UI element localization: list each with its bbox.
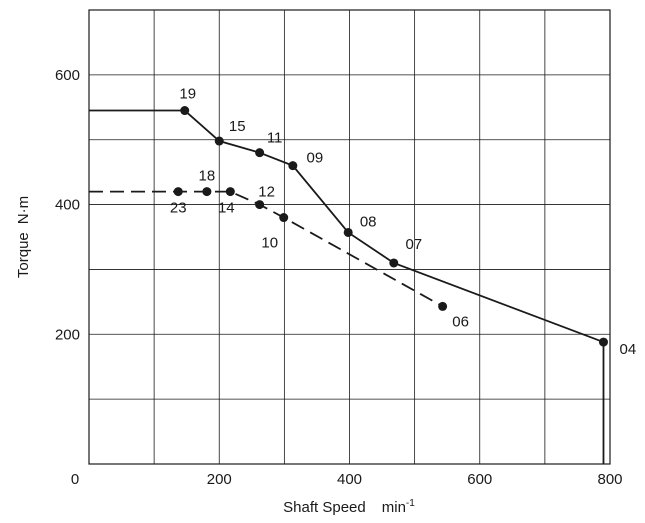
point-label: 09	[306, 150, 323, 167]
x-axis-label: Shaft Speed min-1	[283, 498, 415, 516]
y-tick-label: 200	[55, 326, 80, 343]
y-axis-label: TorqueN·m	[15, 196, 32, 278]
data-point	[202, 187, 212, 197]
x-tick-label: 200	[207, 471, 232, 488]
point-label: 15	[229, 118, 246, 135]
data-point	[288, 161, 298, 171]
data-point	[214, 136, 224, 146]
data-point	[180, 106, 190, 116]
point-label: 23	[170, 200, 187, 217]
point-label: 04	[619, 341, 636, 358]
point-label: 12	[258, 184, 275, 201]
point-label: 08	[360, 213, 377, 230]
x-tick-label: 400	[337, 471, 362, 488]
data-point	[255, 200, 265, 210]
point-label: 14	[218, 200, 235, 217]
x-tick-label: 800	[597, 471, 622, 488]
data-point	[173, 187, 183, 197]
point-label: 11	[267, 130, 283, 147]
data-point	[255, 148, 265, 158]
grid	[89, 10, 610, 464]
point-label: 10	[261, 235, 278, 252]
solid-series-line	[89, 109, 605, 464]
series-layer	[89, 106, 608, 464]
plot-frame	[88, 9, 611, 465]
data-point	[225, 187, 235, 197]
point-label: 07	[405, 236, 422, 253]
point-label: 06	[452, 313, 469, 330]
x-tick-label: 600	[467, 471, 492, 488]
point-label: 19	[179, 86, 196, 103]
data-point	[598, 337, 608, 347]
data-point	[279, 213, 289, 223]
x-tick-label: 0	[71, 471, 79, 488]
point-label: 18	[199, 168, 216, 185]
tick-labels: 0 200 400 600 800 200 400 600	[55, 67, 623, 488]
y-tick-label: 600	[55, 67, 80, 84]
data-point	[343, 227, 353, 237]
data-point	[438, 301, 448, 311]
data-point	[389, 258, 399, 268]
y-tick-label: 400	[55, 197, 80, 214]
